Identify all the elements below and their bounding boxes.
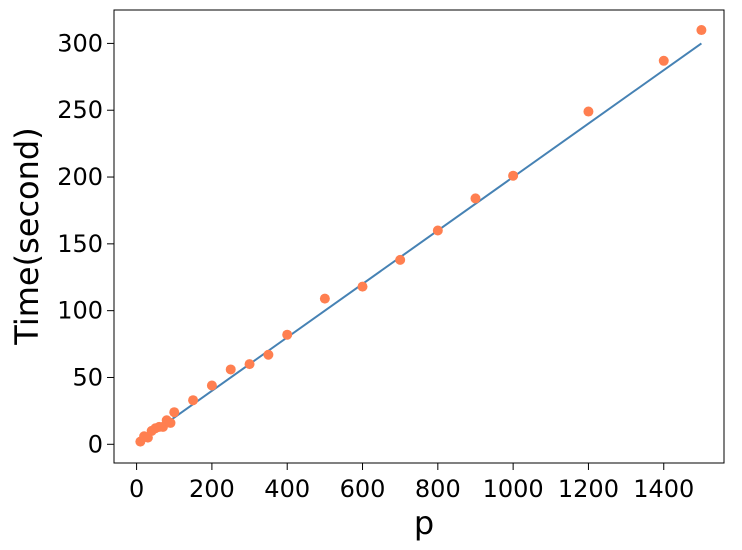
y-axis-ticks: 0 50 100 150 200 250 300 — [57, 29, 114, 458]
y-tick-label: 0 — [88, 430, 103, 458]
plot-frame — [113, 9, 725, 464]
data-point — [658, 55, 669, 66]
data-point — [282, 329, 293, 340]
x-tick-label: 1000 — [483, 475, 544, 503]
fit-line — [136, 42, 702, 446]
x-tick-label: 800 — [415, 475, 461, 503]
data-point — [263, 349, 274, 360]
y-axis-label: Time(second) — [8, 127, 46, 345]
x-tick-label: 200 — [189, 475, 235, 503]
x-axis-ticks: 0 200 400 600 800 1000 1200 1400 — [129, 463, 694, 503]
x-tick-label: 1400 — [633, 475, 694, 503]
x-tick-label: 1200 — [558, 475, 619, 503]
data-point — [395, 254, 406, 265]
data-point — [432, 225, 443, 236]
data-point — [357, 281, 368, 292]
y-tick-label: 300 — [57, 29, 103, 57]
data-point — [206, 380, 217, 391]
data-point — [225, 364, 236, 375]
data-point — [508, 170, 519, 181]
data-point — [188, 395, 199, 406]
data-point — [583, 106, 594, 117]
y-tick-label: 250 — [57, 96, 103, 124]
x-tick-label: 600 — [340, 475, 386, 503]
x-tick-label: 0 — [129, 475, 144, 503]
plot-area — [113, 9, 725, 464]
data-point — [244, 359, 255, 370]
data-point — [470, 193, 481, 204]
x-axis-label: p — [414, 504, 434, 542]
data-point — [169, 407, 180, 418]
y-tick-label: 150 — [57, 230, 103, 258]
y-tick-label: 50 — [72, 363, 103, 391]
data-point — [319, 293, 330, 304]
x-tick-label: 400 — [264, 475, 310, 503]
data-point — [165, 417, 176, 428]
data-point — [696, 25, 707, 36]
y-tick-label: 200 — [57, 163, 103, 191]
y-tick-label: 100 — [57, 297, 103, 325]
